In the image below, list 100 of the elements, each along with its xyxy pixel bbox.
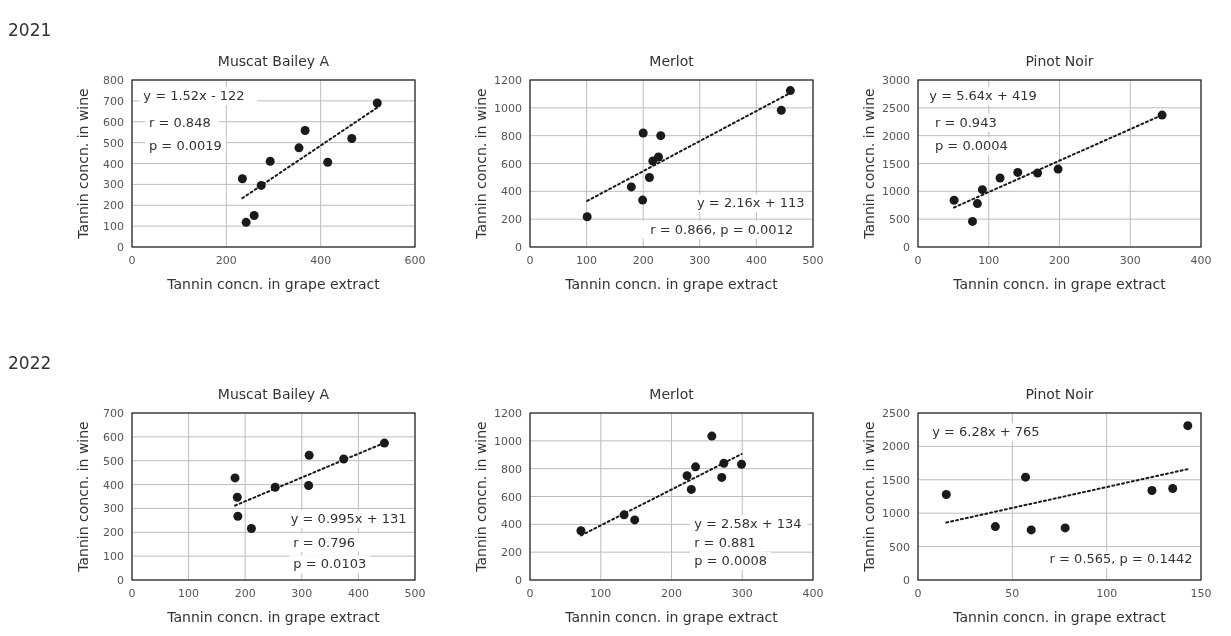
y-tick-label: 100 <box>103 220 124 234</box>
point <box>737 459 747 469</box>
point <box>265 156 275 166</box>
annotation: y = 6.28x + 765 <box>932 424 1040 440</box>
y-tick-label: 700 <box>103 94 124 108</box>
x-tick-label: 500 <box>404 587 426 600</box>
x-axis-title: Tannin concn. in grape extract <box>564 276 779 292</box>
point <box>638 128 648 138</box>
y-tick-label: 1000 <box>882 185 910 199</box>
y-axis-title: Tannin concn. in wine <box>473 421 489 573</box>
y-tick-label: 400 <box>501 185 522 199</box>
point <box>232 492 242 502</box>
point <box>949 195 959 205</box>
x-tick-label: 100 <box>178 587 200 600</box>
y-tick-label: 1500 <box>882 473 910 487</box>
point <box>707 431 717 441</box>
y-tick-label: 1000 <box>494 101 522 115</box>
y-tick-label: 1200 <box>494 74 522 87</box>
point <box>638 195 648 205</box>
y-tick-label: 1500 <box>882 157 910 171</box>
point <box>233 511 243 521</box>
x-tick-label: 0 <box>526 587 534 600</box>
y-tick-label: 1000 <box>494 434 522 448</box>
point <box>1026 525 1036 535</box>
point <box>686 484 696 494</box>
y-tick-label: 200 <box>501 213 522 227</box>
y-tick-label: 1000 <box>882 507 910 521</box>
chart-subtitle: 2022 <box>8 353 52 373</box>
y-tick-label: 600 <box>103 115 124 129</box>
y-axis-title: Tannin concn. in wine <box>473 88 489 240</box>
y-tick-label: 400 <box>501 518 522 532</box>
y-tick-label: 400 <box>103 157 124 171</box>
x-tick-label: 100 <box>978 254 1000 267</box>
y-tick-label: 100 <box>103 550 124 564</box>
y-tick-label: 300 <box>103 178 124 192</box>
y-tick-label: 1200 <box>494 407 522 420</box>
point <box>990 522 1000 532</box>
y-tick-label: 300 <box>103 502 124 516</box>
x-tick-label: 200 <box>215 254 237 267</box>
y-tick-label: 2500 <box>882 407 910 420</box>
point <box>941 490 951 499</box>
y-tick-label: 200 <box>501 546 522 560</box>
y-tick-label: 0 <box>903 574 910 587</box>
point <box>1021 472 1031 482</box>
x-tick-label: 400 <box>310 254 332 267</box>
x-tick-label: 0 <box>128 254 136 267</box>
y-tick-label: 0 <box>515 241 522 254</box>
y-tick-label: 200 <box>103 526 124 540</box>
x-tick-label: 300 <box>1119 254 1141 267</box>
point <box>323 157 333 167</box>
point <box>776 105 786 115</box>
point <box>294 143 304 153</box>
chart-title: Merlot <box>649 53 695 69</box>
point <box>230 473 240 483</box>
y-tick-label: 500 <box>103 454 124 468</box>
point <box>967 216 977 226</box>
y-tick-label: 500 <box>103 136 124 150</box>
annotation: y = 1.52x - 122 <box>143 88 245 104</box>
y-tick-label: 2000 <box>882 440 910 454</box>
point <box>630 515 640 525</box>
chart-title: Pinot Noir <box>1025 386 1094 402</box>
chart-title: Merlot <box>649 386 695 402</box>
point <box>241 217 251 227</box>
point <box>576 526 586 536</box>
y-tick-label: 500 <box>889 213 910 227</box>
point <box>977 185 987 195</box>
annotation: p = 0.0019 <box>148 138 222 154</box>
y-axis-title: Tannin concn. in wine <box>75 421 91 573</box>
annotation: y = 5.64x + 419 <box>929 88 1037 104</box>
point <box>237 174 247 184</box>
x-tick-label: 400 <box>1190 254 1212 267</box>
x-axis-title: Tannin concn. in grape extract <box>166 276 381 292</box>
chart-title: Pinot Noir <box>1025 53 1094 69</box>
point <box>785 86 795 96</box>
y-tick-label: 600 <box>103 430 124 444</box>
x-tick-label: 300 <box>689 254 711 267</box>
x-tick-label: 100 <box>576 254 598 267</box>
annotation: y = 2.58x + 134 <box>694 516 802 532</box>
x-tick-label: 400 <box>745 254 767 267</box>
chart-title: Muscat Bailey A <box>217 53 330 69</box>
x-tick-label: 300 <box>291 587 313 600</box>
y-tick-label: 500 <box>889 540 910 554</box>
x-tick-label: 0 <box>526 254 534 267</box>
x-tick-label: 500 <box>802 254 824 267</box>
y-tick-label: 200 <box>103 199 124 213</box>
annotation: r = 0.881 <box>694 534 756 550</box>
y-tick-label: 0 <box>117 241 124 254</box>
chart-subtitle: 2021 <box>8 20 52 40</box>
point <box>626 182 636 192</box>
y-tick-label: 700 <box>103 407 124 420</box>
point <box>246 523 256 533</box>
chart-title: Muscat Bailey A <box>217 386 330 402</box>
y-axis-title: Tannin concn. in wine <box>75 88 91 240</box>
point <box>1168 483 1178 493</box>
annotation: r = 0.565, p = 0.1442 <box>1049 551 1193 567</box>
point <box>653 152 663 162</box>
point <box>1147 485 1157 495</box>
y-tick-label: 800 <box>103 74 124 87</box>
point <box>682 471 692 481</box>
y-tick-label: 2500 <box>882 101 910 115</box>
